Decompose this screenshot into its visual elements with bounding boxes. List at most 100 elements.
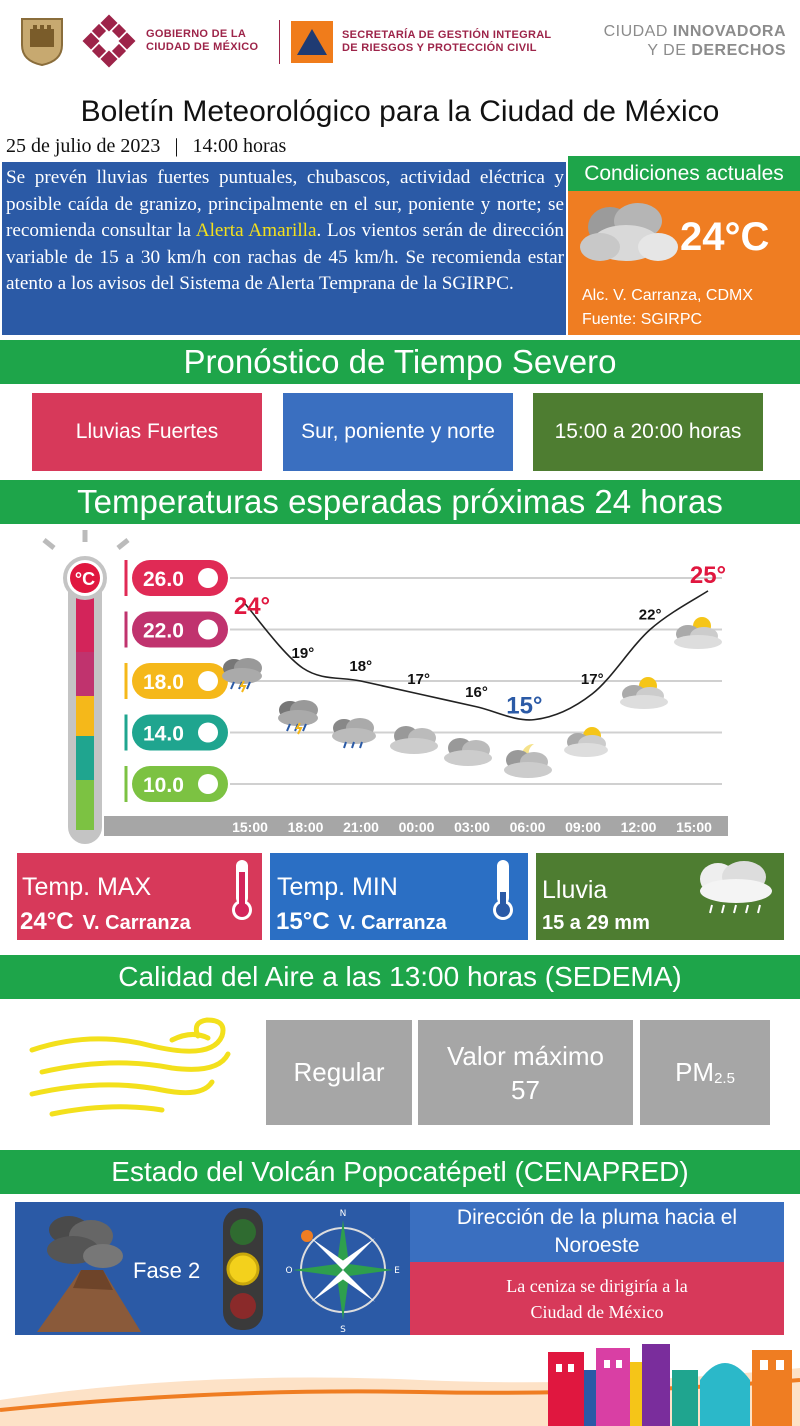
temperature-label: 17° xyxy=(581,671,604,688)
min-temp-box: Temp. MIN 15°C V. Carranza xyxy=(270,853,528,940)
air-max-value: 57 xyxy=(511,1074,540,1105)
sec-logo-text: SECRETARÍA DE GESTIÓN INTEGRAL DE RIESGO… xyxy=(342,29,551,55)
current-location: Alc. V. Carranza, CDMX xyxy=(582,287,754,304)
partly-cloudy-icon xyxy=(564,727,608,757)
wind-icon xyxy=(29,1017,231,1117)
min-temp-value: 15°C xyxy=(276,908,330,935)
header: GOBIERNO DE LA CIUDAD DE MÉXICO SECRETAR… xyxy=(0,0,800,85)
bulletin-datetime: 25 de julio de 2023 | 14:00 horas xyxy=(6,135,286,161)
air-heading: Calidad del Aire a las 13:00 horas (SEDE… xyxy=(0,955,800,999)
rain-cloud-icon xyxy=(700,861,772,914)
rain-cloud-icon xyxy=(332,718,376,749)
time-axis-label: 21:00 xyxy=(343,819,379,835)
severe-hours-badge: 15:00 a 20:00 horas xyxy=(533,393,763,471)
max-temp-value-row: 24°C V. Carranza xyxy=(20,908,191,936)
plume-direction-box: Dirección de la pluma hacia el Noroeste xyxy=(410,1202,784,1262)
pollutant-name: PM xyxy=(675,1057,715,1087)
scale-label: 10.0 xyxy=(143,774,184,797)
time-axis-labels: 15:00 18:00 21:00 00:00 03:00 06:00 09:00 12:00… xyxy=(232,819,712,835)
cloud-icon xyxy=(444,738,492,766)
footer-decoration xyxy=(0,1344,800,1426)
temperature-scale: 26.0 22.0 18.0 14.0 10.0 xyxy=(124,560,228,802)
volcano-status-box: Fase 2 N S E O xyxy=(15,1202,410,1335)
current-conditions-heading: Condiciones actuales xyxy=(568,156,800,191)
ash-line-2: Ciudad de México xyxy=(530,1301,664,1322)
severe-heading: Pronóstico de Tiempo Severo xyxy=(0,340,800,384)
city-skyline-icon xyxy=(548,1344,792,1426)
scale-label: 18.0 xyxy=(143,671,184,694)
current-temp: 24°C xyxy=(680,215,770,259)
compass-icon: N S E O xyxy=(285,1209,400,1334)
gov-logo-text: GOBIERNO DE LA CIUDAD DE MÉXICO xyxy=(146,28,258,54)
sec-line-2: DE RIESGOS Y PROTECCIÓN CIVIL xyxy=(342,42,537,54)
temps-heading: Temperaturas esperadas próximas 24 horas xyxy=(0,480,800,524)
temperature-label: 15° xyxy=(506,693,542,720)
temperature-label: 16° xyxy=(465,684,488,701)
cdmx-government-logo-icon xyxy=(82,14,136,68)
min-temp-place: V. Carranza xyxy=(338,912,447,934)
scale-pill: 14.0 xyxy=(124,714,228,751)
cloud-icon xyxy=(390,726,438,754)
time-axis-label: 03:00 xyxy=(454,819,490,835)
temperature-chart: °C 26.0 22.0 18.0 14.0 10.0 24° 19° 18° 17° 16° 1… xyxy=(42,530,728,844)
air-max-badge: Valor máximo 57 xyxy=(418,1020,633,1125)
time-axis-label: 12:00 xyxy=(621,819,657,835)
forecast-text-2: . Los vientos serán de dirección variabl… xyxy=(6,220,564,294)
scale-pill: 26.0 xyxy=(124,560,228,596)
forecast-text-3: . xyxy=(508,273,514,294)
gov-line-1: GOBIERNO DE LA xyxy=(146,28,247,40)
thermo-unit: °C xyxy=(75,569,95,589)
volcano-phase: Fase 2 xyxy=(133,1258,201,1283)
alert-link[interactable]: Alerta Amarilla xyxy=(195,220,317,241)
city-slogan: CIUDAD INNOVADORA Y DE DERECHOS xyxy=(560,22,786,60)
temperature-label: 22° xyxy=(639,607,662,624)
rain-box: Lluvia 15 a 29 mm xyxy=(536,853,784,940)
cloudy-icon xyxy=(580,203,678,261)
compass-n: N xyxy=(340,1209,347,1219)
temperature-label: 17° xyxy=(407,671,430,688)
storm-cloud-icon xyxy=(278,700,318,735)
date-separator: | xyxy=(174,135,179,157)
compass-s: S xyxy=(340,1325,346,1334)
chart-gridlines xyxy=(230,577,722,785)
partly-cloudy-icon xyxy=(620,677,668,709)
ash-direction-box: La ceniza se dirigiría a la Ciudad de Mé… xyxy=(410,1262,784,1335)
header-divider xyxy=(279,20,280,64)
forecast-text-1: Se prevén lluvias fuertes puntuales, chu… xyxy=(6,167,564,241)
severe-event-badge: Lluvias Fuertes xyxy=(32,393,262,471)
time-axis-label: 00:00 xyxy=(399,819,435,835)
current-conditions-box: 24°C Alc. V. Carranza, CDMX Fuente: SGIR… xyxy=(568,191,800,335)
bulletin-date: 25 de julio de 2023 xyxy=(6,135,161,157)
time-axis-label: 15:00 xyxy=(676,819,712,835)
slogan-part-2: INNOVADORA xyxy=(672,23,786,40)
sec-line-1: SECRETARÍA DE GESTIÓN INTEGRAL xyxy=(342,29,552,41)
ash-line-1: La ceniza se dirigiría a la xyxy=(506,1275,688,1296)
cdmx-shield-icon xyxy=(21,18,63,67)
temperature-labels: 24° 19° 18° 17° 16° 15° 17° 22° 25° xyxy=(234,562,726,720)
alert-system-text: Sistema de Alerta Temprana de la SGIRPC xyxy=(179,273,509,294)
scale-label: 14.0 xyxy=(143,723,184,746)
gov-line-2: CIUDAD DE MÉXICO xyxy=(146,41,259,53)
forecast-text-box: Se prevén lluvias fuertes puntuales, chu… xyxy=(2,162,566,335)
slogan-part-3: Y DE xyxy=(647,42,692,59)
scale-label: 22.0 xyxy=(143,620,184,643)
temperature-label: 19° xyxy=(292,645,315,662)
temperature-label: 25° xyxy=(690,562,726,589)
slogan-part-4: DERECHOS xyxy=(691,42,786,59)
min-temp-value-row: 15°C V. Carranza xyxy=(276,908,447,936)
volcano-icon xyxy=(37,1216,141,1332)
scale-pill: 10.0 xyxy=(124,766,228,802)
temperature-line xyxy=(244,590,709,721)
thermometer-icon: °C xyxy=(42,530,130,844)
time-axis-label: 06:00 xyxy=(510,819,546,835)
bulletin-time: 14:00 horas xyxy=(192,135,287,157)
current-source: Fuente: SGIRPC xyxy=(582,311,703,328)
scale-pill: 18.0 xyxy=(124,663,228,699)
max-temp-place: V. Carranza xyxy=(82,912,191,934)
plume-line-1: Dirección de la pluma hacia el xyxy=(456,1206,738,1229)
slogan-part-1: CIUDAD xyxy=(603,23,673,40)
compass-o: O xyxy=(285,1266,292,1276)
partly-cloudy-icon xyxy=(674,617,722,649)
civil-protection-logo-icon xyxy=(291,21,333,63)
min-temp-label: Temp. MIN xyxy=(277,873,398,901)
